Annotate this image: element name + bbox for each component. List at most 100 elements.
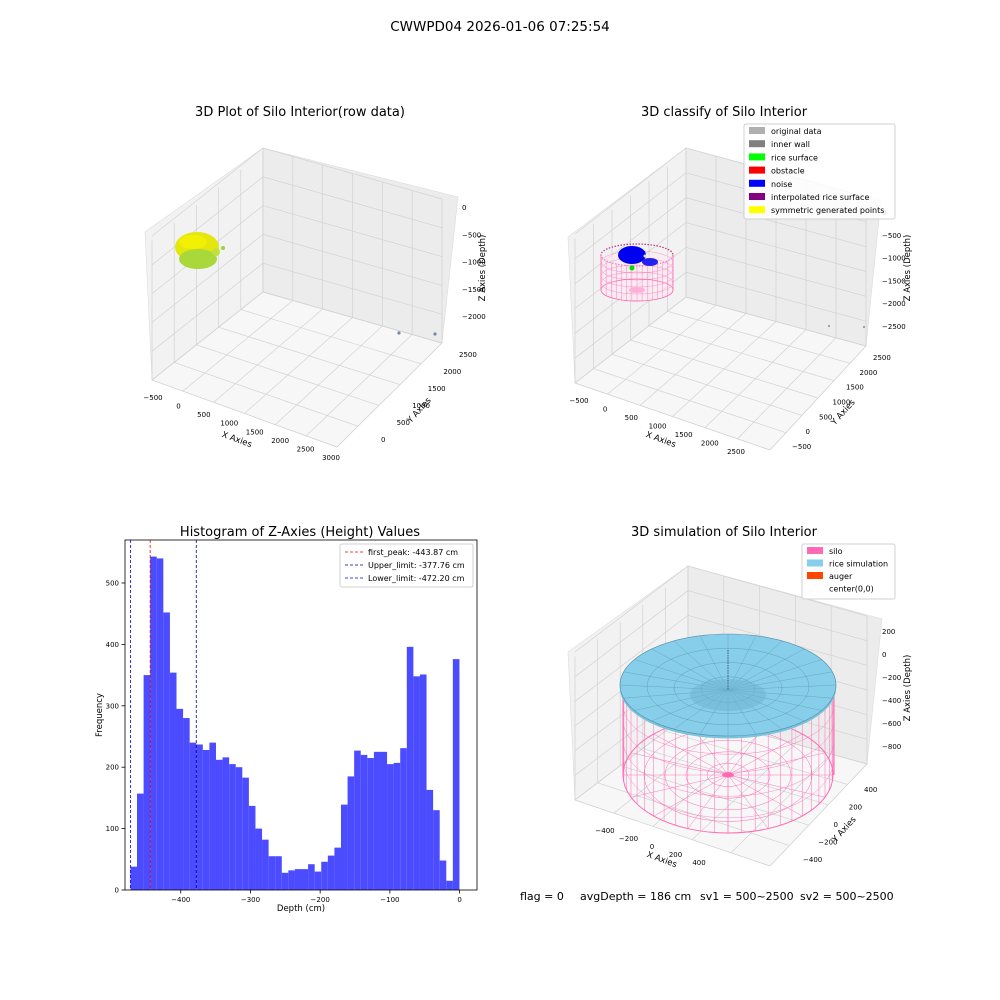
legend-label: noise [771, 180, 792, 189]
x-tick-label: −400 [171, 896, 190, 904]
histogram-bar [327, 855, 335, 890]
gridline [574, 271, 867, 359]
x-tick-label: 0 [457, 896, 461, 904]
histogram-bar [334, 847, 341, 890]
y-tick-label: −400 [803, 856, 822, 864]
legend-label: rice simulation [829, 560, 888, 569]
legend-label: Lower_limit: -472.20 cm [368, 574, 465, 583]
silo-floor-spoke [630, 752, 729, 776]
y-tick-label: 500 [397, 419, 410, 427]
histogram-bar [150, 556, 157, 890]
z-tick-label: −1000 [882, 255, 906, 263]
x-tick-label: 2000 [701, 440, 719, 448]
noise-points [618, 246, 646, 264]
z-tick-label: 200 [882, 628, 895, 636]
outlier-point [397, 331, 401, 335]
histogram-bar [137, 793, 144, 890]
x-tick-label: 3000 [322, 454, 340, 462]
panel-histogram: Histogram of Z-Axies (Height) Values −40… [95, 525, 478, 914]
histogram-bar [209, 742, 216, 890]
gridline [704, 329, 807, 428]
silo-floor-spoke [653, 733, 729, 776]
histogram-bar [308, 864, 315, 890]
gridline [275, 325, 383, 425]
outlier-point [433, 332, 437, 336]
silo-floor-spoke [727, 733, 803, 776]
silo-floor-spoke [630, 774, 729, 798]
histogram-bar [215, 759, 223, 890]
histogram-bar [235, 767, 243, 890]
gridline [182, 300, 294, 392]
histogram-bar [222, 757, 230, 890]
histogram-bar [446, 880, 453, 890]
outlier-point [863, 326, 865, 328]
y-tick-label: 200 [849, 804, 862, 812]
z-tick-label: −1500 [462, 286, 486, 294]
x-tick-label: 500 [625, 414, 638, 422]
y-tick-label: 300 [106, 702, 119, 710]
y-tick-label: 400 [864, 786, 877, 794]
stray-point [221, 246, 225, 250]
rice-points-green [179, 249, 217, 269]
z-tick-label: −1000 [462, 259, 486, 267]
histogram-bar [321, 861, 328, 890]
panel-classify-title: 3D classify of Silo Interior [641, 105, 808, 120]
z-tick-label: −2000 [462, 313, 486, 321]
noise-points [642, 258, 658, 266]
histogram-bar [229, 764, 236, 890]
x-tick-label: −500 [569, 397, 588, 405]
y-tick-label: 0 [834, 821, 838, 829]
x-tick-label: 1000 [220, 420, 238, 428]
x-tick-label: 400 [692, 859, 705, 867]
histogram-bar [426, 789, 434, 890]
x-axis-label: Depth (cm) [277, 904, 325, 914]
histogram-bar [452, 659, 460, 890]
histogram-bar [242, 777, 249, 890]
legend-swatch [807, 584, 823, 592]
histogram-bar [248, 805, 256, 890]
y-tick-label: 500 [819, 413, 832, 421]
histogram-bar [301, 869, 309, 890]
z-tick-label: 0 [462, 204, 466, 212]
gridline [691, 743, 796, 840]
legend-label: original data [771, 127, 822, 136]
simulation-title: 3D simulation of Silo Interior [631, 525, 818, 540]
y-tick-label: 0 [806, 428, 810, 436]
histogram-bar [314, 871, 322, 890]
plot-frame [124, 539, 478, 891]
x-tick-label: −400 [595, 827, 614, 835]
silo-wall-band [622, 757, 835, 819]
status-flag: flag = 0 [520, 890, 564, 903]
status-sv2: sv2 = 500~2500 [800, 890, 894, 903]
legend-label: center(0,0) [829, 585, 874, 594]
silo-mesh-ring [600, 271, 674, 295]
gridline [574, 799, 771, 867]
z-tick-label: −600 [882, 720, 901, 728]
legend-swatch [749, 166, 765, 174]
silo-wall-band [622, 704, 835, 755]
legend-label: inner wall [771, 140, 810, 149]
silo-floor-spoke [653, 774, 729, 817]
histogram-bar [130, 866, 138, 890]
gridline [151, 234, 443, 323]
z-tick-label: −200 [882, 674, 901, 682]
histogram-bar [288, 870, 295, 890]
figure-title: CWWPD04 2026-01-06 07:25:54 [390, 19, 610, 35]
z-axis-label: Z Axies (Depth) [903, 235, 913, 302]
histogram-bar [281, 872, 289, 890]
y-tick-label: 500 [106, 579, 119, 587]
legend-swatch [807, 547, 823, 554]
histogram-bar [393, 762, 401, 890]
histogram-bar [354, 750, 361, 890]
x-tick-label: −100 [380, 896, 399, 904]
y-tick-label: 1500 [846, 384, 864, 392]
z-tick-label: 0 [882, 651, 886, 659]
panel-raw-scatter: 3D Plot of Silo Interior(row data) −500 0… [143, 105, 488, 462]
gridline [574, 590, 868, 677]
legend-swatch [749, 206, 765, 214]
y-tick-label: −200 [818, 839, 837, 847]
silo-floor-spoke [727, 752, 826, 776]
y-tick-label: 1000 [412, 402, 430, 410]
histogram-bar [433, 810, 440, 890]
